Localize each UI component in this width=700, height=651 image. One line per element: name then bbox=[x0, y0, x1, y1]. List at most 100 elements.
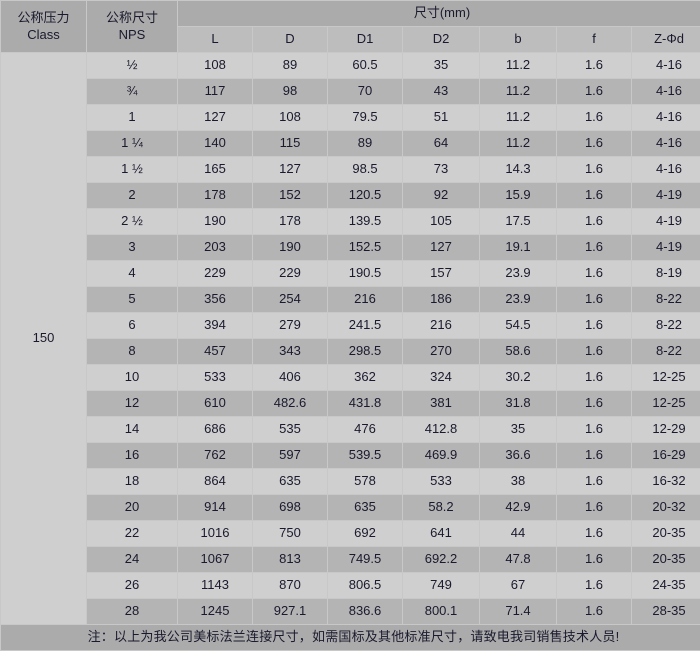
cell-f: 1.6 bbox=[557, 105, 631, 130]
cell-nps: 16 bbox=[87, 443, 177, 468]
cell-d1: 120.5 bbox=[328, 183, 402, 208]
cell-nps: 14 bbox=[87, 417, 177, 442]
cell-d1: 539.5 bbox=[328, 443, 402, 468]
cell-zd: 8-22 bbox=[632, 287, 700, 312]
cell-zd: 24-35 bbox=[632, 573, 700, 598]
cell-d: 98 bbox=[253, 79, 327, 104]
cell-zd: 4-16 bbox=[632, 157, 700, 182]
cell-d2: 58.2 bbox=[403, 495, 479, 520]
cell-d: 127 bbox=[253, 157, 327, 182]
cell-f: 1.6 bbox=[557, 521, 631, 546]
cell-b: 23.9 bbox=[480, 261, 556, 286]
cell-d1: 692 bbox=[328, 521, 402, 546]
cell-l: 762 bbox=[178, 443, 252, 468]
cell-l: 1245 bbox=[178, 599, 252, 624]
cell-zd: 8-19 bbox=[632, 261, 700, 286]
column-header-d2: D2 bbox=[403, 27, 479, 52]
cell-zd: 20-35 bbox=[632, 521, 700, 546]
table-row: 16 762 597 539.5 469.9 36.6 1.6 16-29 bbox=[1, 443, 700, 468]
cell-f: 1.6 bbox=[557, 53, 631, 78]
cell-d1: 298.5 bbox=[328, 339, 402, 364]
cell-b: 31.8 bbox=[480, 391, 556, 416]
cell-b: 11.2 bbox=[480, 79, 556, 104]
cell-l: 864 bbox=[178, 469, 252, 494]
cell-d2: 186 bbox=[403, 287, 479, 312]
cell-nps: 4 bbox=[87, 261, 177, 286]
cell-d1: 749.5 bbox=[328, 547, 402, 572]
cell-b: 11.2 bbox=[480, 53, 556, 78]
cell-d: 635 bbox=[253, 469, 327, 494]
cell-zd: 4-16 bbox=[632, 79, 700, 104]
cell-zd: 12-29 bbox=[632, 417, 700, 442]
cell-b: 38 bbox=[480, 469, 556, 494]
table-row: 4 229 229 190.5 157 23.9 1.6 8-19 bbox=[1, 261, 700, 286]
cell-l: 457 bbox=[178, 339, 252, 364]
cell-d: 750 bbox=[253, 521, 327, 546]
cell-f: 1.6 bbox=[557, 209, 631, 234]
cell-nps: ½ bbox=[87, 53, 177, 78]
cell-b: 71.4 bbox=[480, 599, 556, 624]
cell-class-value: 150 bbox=[1, 53, 86, 624]
cell-d: 406 bbox=[253, 365, 327, 390]
cell-nps: 6 bbox=[87, 313, 177, 338]
cell-l: 203 bbox=[178, 235, 252, 260]
table-row: 6 394 279 241.5 216 54.5 1.6 8-22 bbox=[1, 313, 700, 338]
cell-nps: ¾ bbox=[87, 79, 177, 104]
cell-l: 686 bbox=[178, 417, 252, 442]
cell-d1: 241.5 bbox=[328, 313, 402, 338]
table-row: 22 1016 750 692 641 44 1.6 20-35 bbox=[1, 521, 700, 546]
cell-f: 1.6 bbox=[557, 391, 631, 416]
cell-zd: 16-29 bbox=[632, 443, 700, 468]
cell-nps: 2 ½ bbox=[87, 209, 177, 234]
cell-b: 17.5 bbox=[480, 209, 556, 234]
table-row: 3 203 190 152.5 127 19.1 1.6 4-19 bbox=[1, 235, 700, 260]
cell-d2: 381 bbox=[403, 391, 479, 416]
cell-d1: 89 bbox=[328, 131, 402, 156]
cell-b: 54.5 bbox=[480, 313, 556, 338]
cell-d1: 431.8 bbox=[328, 391, 402, 416]
cell-f: 1.6 bbox=[557, 573, 631, 598]
cell-zd: 4-19 bbox=[632, 235, 700, 260]
cell-l: 229 bbox=[178, 261, 252, 286]
cell-d1: 98.5 bbox=[328, 157, 402, 182]
cell-b: 35 bbox=[480, 417, 556, 442]
cell-d: 597 bbox=[253, 443, 327, 468]
cell-f: 1.6 bbox=[557, 131, 631, 156]
table-row: 2 178 152 120.5 92 15.9 1.6 4-19 bbox=[1, 183, 700, 208]
cell-b: 42.9 bbox=[480, 495, 556, 520]
cell-f: 1.6 bbox=[557, 261, 631, 286]
table-row: 10 533 406 362 324 30.2 1.6 12-25 bbox=[1, 365, 700, 390]
cell-f: 1.6 bbox=[557, 417, 631, 442]
table-row: 8 457 343 298.5 270 58.6 1.6 8-22 bbox=[1, 339, 700, 364]
table-row: 28 1245 927.1 836.6 800.1 71.4 1.6 28-35 bbox=[1, 599, 700, 624]
cell-d: 343 bbox=[253, 339, 327, 364]
header-nps-en: NPS bbox=[118, 26, 146, 42]
cell-d2: 51 bbox=[403, 105, 479, 130]
cell-d: 254 bbox=[253, 287, 327, 312]
cell-d1: 216 bbox=[328, 287, 402, 312]
footer-row: 注：以上为我公司美标法兰连接尺寸，如需国标及其他标准尺寸，请致电我司销售技术人员… bbox=[1, 625, 700, 650]
cell-d2: 749 bbox=[403, 573, 479, 598]
cell-d: 482.6 bbox=[253, 391, 327, 416]
cell-zd: 12-25 bbox=[632, 391, 700, 416]
cell-zd: 4-19 bbox=[632, 209, 700, 234]
cell-d: 813 bbox=[253, 547, 327, 572]
cell-d1: 190.5 bbox=[328, 261, 402, 286]
column-header-zd: Z-Φd bbox=[632, 27, 700, 52]
cell-l: 1016 bbox=[178, 521, 252, 546]
cell-nps: 5 bbox=[87, 287, 177, 312]
cell-d: 279 bbox=[253, 313, 327, 338]
cell-b: 14.3 bbox=[480, 157, 556, 182]
header-class-en: Class bbox=[27, 26, 60, 42]
cell-d: 89 bbox=[253, 53, 327, 78]
cell-b: 58.6 bbox=[480, 339, 556, 364]
cell-f: 1.6 bbox=[557, 313, 631, 338]
cell-d2: 73 bbox=[403, 157, 479, 182]
cell-d2: 412.8 bbox=[403, 417, 479, 442]
cell-zd: 28-35 bbox=[632, 599, 700, 624]
header-dimensions-group: 尺寸(mm) bbox=[178, 1, 700, 26]
cell-nps: 1 ½ bbox=[87, 157, 177, 182]
cell-f: 1.6 bbox=[557, 599, 631, 624]
cell-d1: 836.6 bbox=[328, 599, 402, 624]
